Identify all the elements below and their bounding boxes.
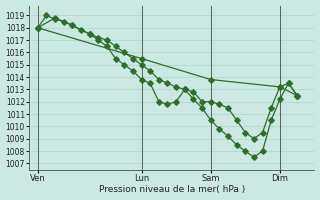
X-axis label: Pression niveau de la mer( hPa ): Pression niveau de la mer( hPa ) bbox=[99, 185, 245, 194]
